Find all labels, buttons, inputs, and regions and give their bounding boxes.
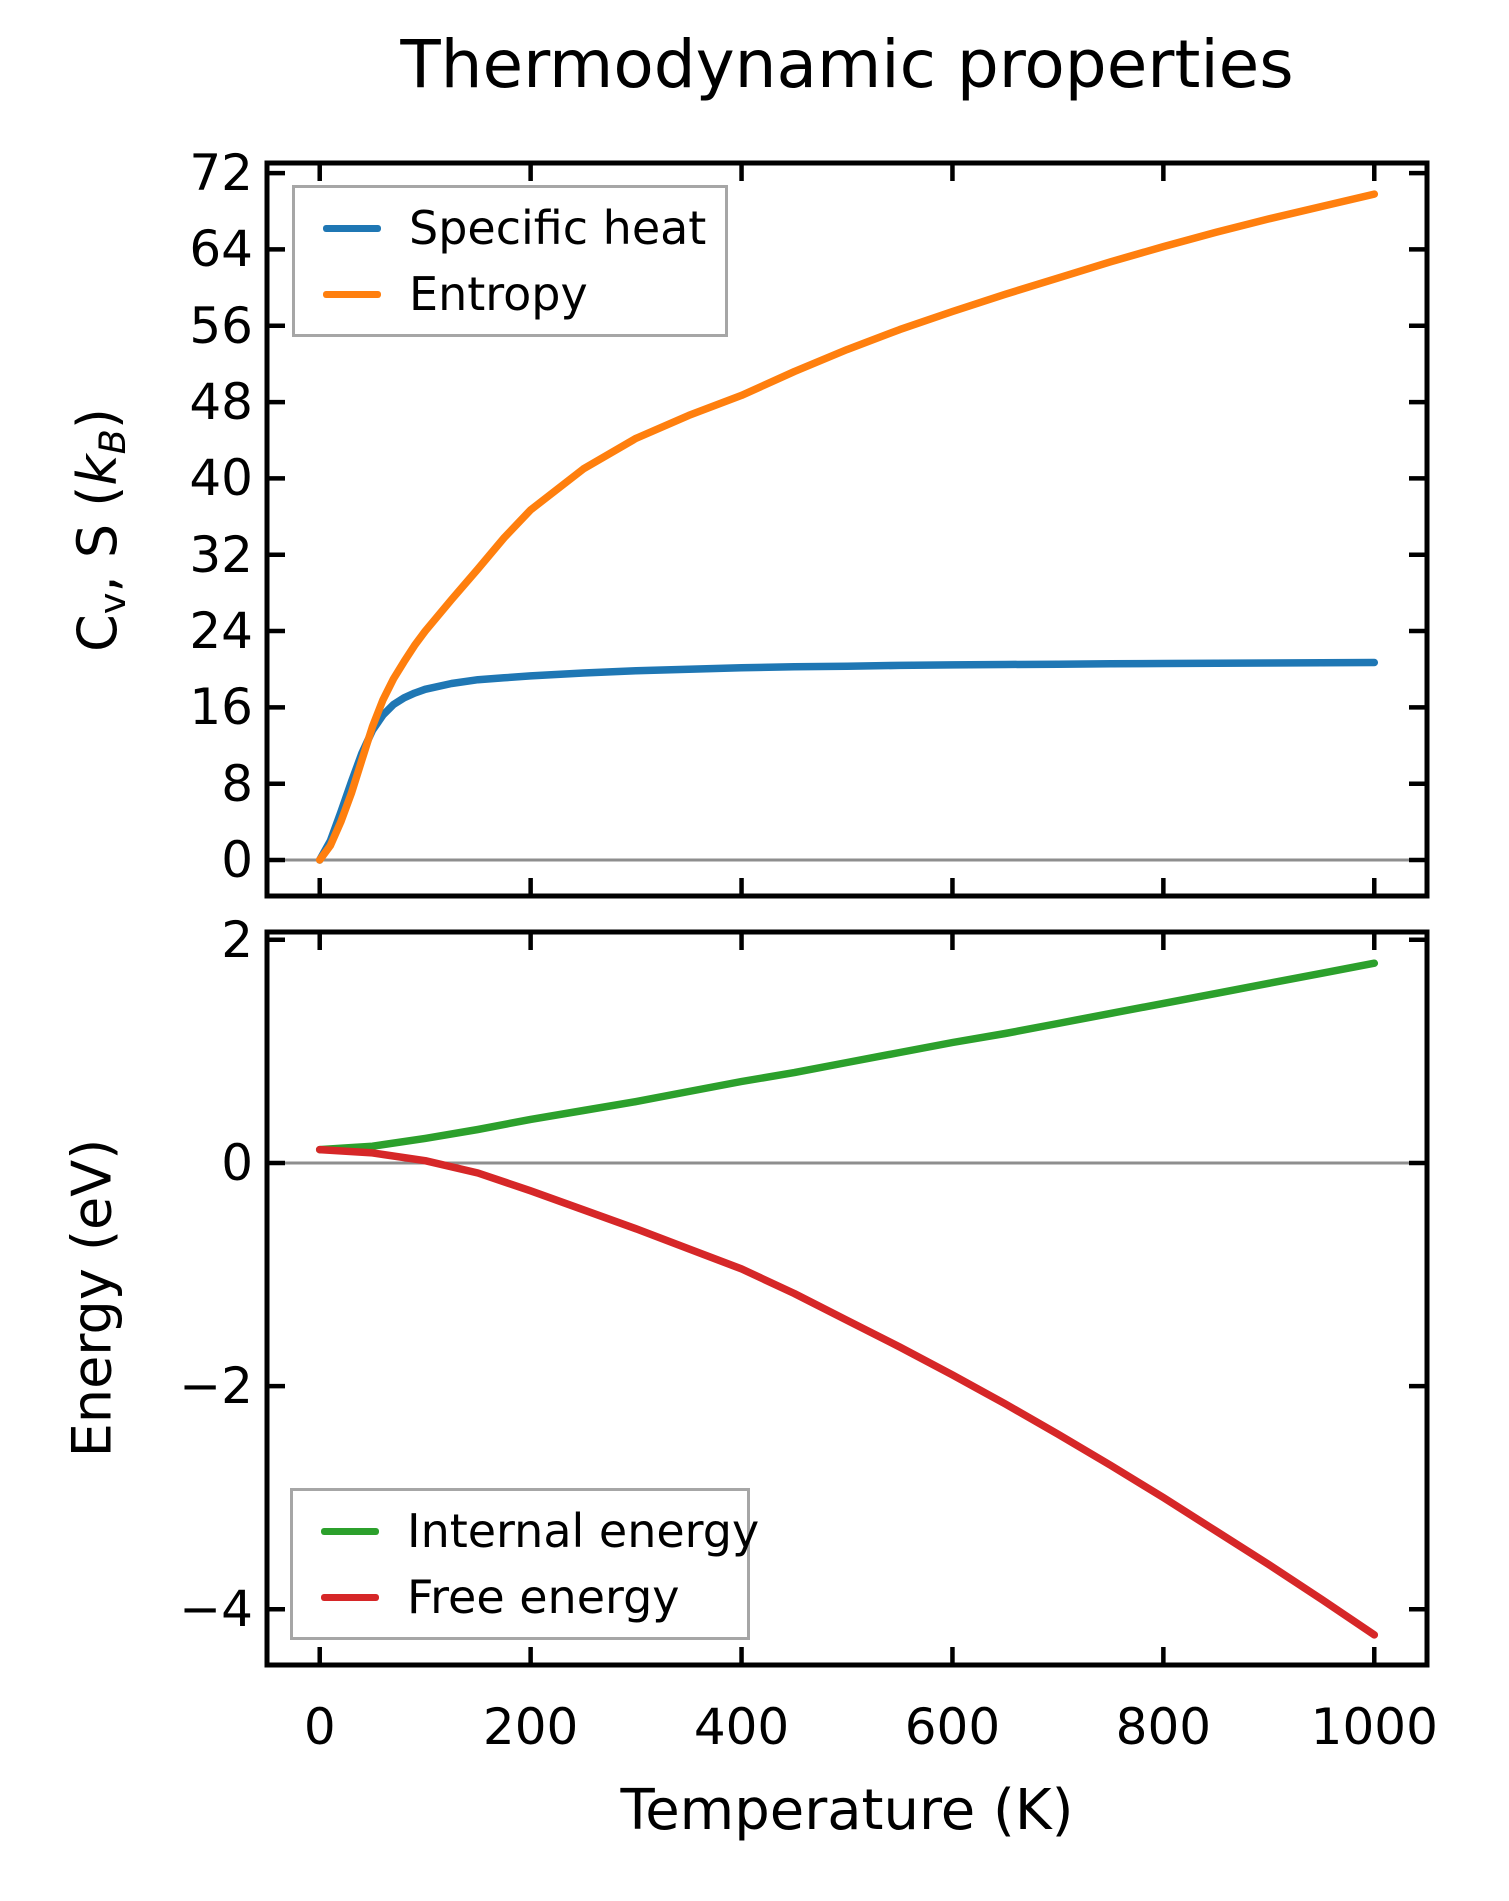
x-tick-label: 0 xyxy=(303,1698,336,1756)
y-tick-label: 16 xyxy=(189,678,253,737)
y-tick-label: 56 xyxy=(189,296,253,355)
y-tick-label: 0 xyxy=(221,1133,253,1192)
legend-label-entropy: Entropy xyxy=(409,267,588,321)
y-tick-label: −4 xyxy=(179,1580,253,1639)
y-tick-label: 2 xyxy=(221,910,253,969)
legend-item-entropy: Entropy xyxy=(323,269,697,319)
y-tick-label: −2 xyxy=(179,1357,253,1416)
y-tick-label: 0 xyxy=(221,831,253,890)
y-tick-label: 32 xyxy=(189,525,253,584)
legend-line-sample-free-energy xyxy=(321,1593,379,1601)
y-tick-label: 72 xyxy=(189,144,253,203)
legend-line-sample-internal-energy xyxy=(321,1527,379,1535)
y-tick-label: 8 xyxy=(221,754,253,813)
x-tick-label: 600 xyxy=(904,1698,1001,1756)
legend-line-sample-entropy xyxy=(323,290,381,298)
y-tick-label: 40 xyxy=(189,449,253,508)
curve-entropy xyxy=(315,190,1379,864)
legend-label-internal-energy: Internal energy xyxy=(407,1504,760,1558)
figure-title: Thermodynamic properties xyxy=(400,26,1294,103)
axes-spines xyxy=(264,929,1430,1668)
x-tick-label: 800 xyxy=(1115,1698,1212,1756)
curve-internal-energy xyxy=(315,959,1379,1154)
y-tick-label: 24 xyxy=(189,602,253,661)
legend-label-specific-heat: Specific heat xyxy=(409,201,707,255)
legend-item-internal-energy: Internal energy xyxy=(321,1506,759,1556)
x-tick-label: 400 xyxy=(693,1698,790,1756)
curve-free-energy xyxy=(315,1145,1379,1639)
legend-line-sample-specific-heat xyxy=(323,224,381,232)
axes-spines xyxy=(264,160,1430,899)
y-tick-label: 64 xyxy=(189,220,253,279)
bottom-legend: Internal energy Free energy xyxy=(290,1488,759,1640)
curve-specific-heat xyxy=(315,658,1379,864)
top-legend: Specific heat Entropy xyxy=(292,185,728,337)
legend-label-free-energy: Free energy xyxy=(407,1570,680,1624)
x-axis-label: Temperature (K) xyxy=(620,1778,1074,1843)
x-tick-label: 200 xyxy=(482,1698,579,1756)
legend-item-free-energy: Free energy xyxy=(321,1572,719,1622)
y-tick-label: 48 xyxy=(189,373,253,432)
x-tick-label: 1000 xyxy=(1310,1698,1438,1756)
legend-item-specific-heat: Specific heat xyxy=(323,203,706,253)
